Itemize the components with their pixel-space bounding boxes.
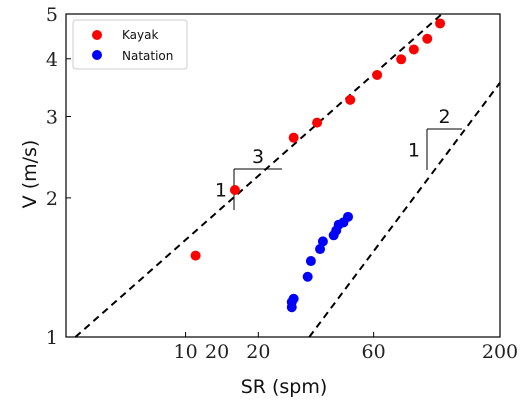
slope-run-label: 2 <box>438 106 450 128</box>
reference-line <box>308 82 501 338</box>
kayak-point <box>396 54 407 65</box>
plot-frame <box>65 13 501 338</box>
kayak-point <box>345 94 356 105</box>
kayak-point <box>312 117 323 128</box>
legend-label-natation: Natation <box>122 49 173 63</box>
kayak-point <box>435 18 446 29</box>
slope-rise-label: 1 <box>408 140 420 162</box>
natation-point <box>305 256 316 267</box>
legend-marker-natation <box>92 50 102 60</box>
legend: Kayak Natation <box>72 19 188 70</box>
natation-point <box>343 211 354 222</box>
x-tick-label: 10 <box>173 341 197 363</box>
x-axis-ticks: 10 20 60 200 20 <box>173 332 518 363</box>
y-tick-label: 2 <box>46 188 58 210</box>
kayak-point <box>372 69 383 80</box>
data-points <box>190 18 446 313</box>
slope-run-label: 3 <box>252 146 264 168</box>
slope-rise-label: 1 <box>215 180 227 202</box>
kayak-point <box>229 185 240 196</box>
x-axis-label: SR (spm) <box>241 376 328 398</box>
legend-label-kayak: Kayak <box>122 28 158 42</box>
legend-marker-kayak <box>92 30 102 40</box>
y-axis-ticks: 1 2 3 4 5 <box>46 4 71 349</box>
kayak-point <box>288 132 299 143</box>
reference-lines <box>74 13 501 338</box>
natation-point <box>315 244 326 255</box>
y-tick-label: 1 <box>46 327 58 349</box>
reference-line <box>74 13 443 338</box>
y-tick-label: 3 <box>46 107 58 129</box>
x-tick-label: 200 <box>482 341 518 363</box>
natation-point <box>302 271 313 282</box>
y-tick-label: 4 <box>46 49 58 71</box>
x-tick-label: 60 <box>362 341 386 363</box>
natation-point <box>317 236 328 247</box>
x-tick-label: 20 <box>205 341 229 363</box>
x-tick-label: 20 <box>246 341 270 363</box>
kayak-point <box>422 33 433 44</box>
slope-triangles: 13 12 <box>215 106 462 210</box>
y-axis-label: V (m/s) <box>19 140 41 209</box>
kayak-point <box>408 44 419 55</box>
y-tick-label: 5 <box>46 4 58 26</box>
kayak-point <box>190 250 201 261</box>
natation-point <box>288 293 299 304</box>
